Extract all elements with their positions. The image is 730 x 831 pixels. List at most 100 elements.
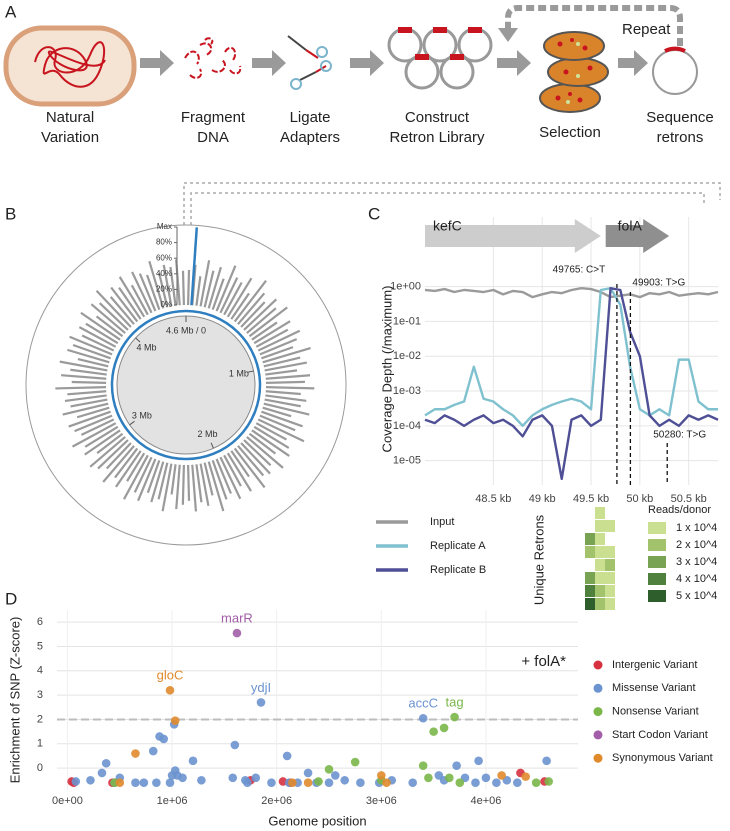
point: [330, 771, 340, 780]
point: [424, 773, 433, 783]
point-label: gloC: [157, 668, 184, 683]
coverage-spike: [248, 306, 288, 338]
coverage-spike: [248, 432, 277, 455]
y-tick-label: 1: [37, 738, 43, 750]
coverage-spike: [261, 346, 294, 360]
legend-label: Missense Variant: [612, 682, 696, 694]
legend-swatch: [593, 707, 603, 717]
coverage-spike: [191, 464, 198, 512]
point: [481, 773, 491, 783]
point: [178, 773, 187, 783]
coverage-spike: [90, 303, 126, 334]
point: [282, 751, 292, 761]
coverage-spike: [211, 460, 228, 500]
coverage-spike: [237, 292, 266, 325]
genome-tick: [129, 420, 135, 426]
y-tick-label: 3: [37, 689, 43, 701]
coverage-spike: [251, 321, 278, 341]
coverage-spike: [68, 410, 111, 428]
genome-tick: [210, 442, 214, 449]
coverage-spike: [240, 442, 271, 475]
coverage-spike: [109, 296, 135, 325]
point-label: accC: [408, 696, 438, 711]
legend-label: 4 x 10^4: [676, 573, 717, 585]
fragments-icon: [184, 37, 242, 79]
y-tick-label: 0: [37, 762, 43, 774]
genome-tick-label: 4 Mb: [137, 343, 157, 353]
coverage-spike: [89, 436, 126, 468]
x-tick-label: 0e+00: [52, 795, 83, 807]
radial-tick-label: 0%: [160, 300, 172, 309]
coverage-spike: [133, 456, 153, 493]
coverage-spike: [259, 338, 298, 356]
point: [340, 775, 350, 785]
retron-cell: [605, 559, 615, 571]
coverage-spike: [219, 277, 239, 314]
coverage-spike: [257, 418, 305, 443]
x-tick-label: 3e+06: [366, 795, 397, 807]
coverage-spike: [265, 369, 298, 376]
coverage-spike: [157, 462, 169, 500]
coverage-spike: [223, 281, 243, 316]
step-label: Adapters: [280, 129, 340, 146]
coverage-spike: [130, 284, 149, 316]
coverage-spike: [253, 425, 290, 449]
coverage-spike: [62, 402, 109, 416]
point: [288, 778, 297, 788]
point-label: tag: [446, 694, 464, 709]
point: [165, 685, 175, 695]
retron-cell: [595, 520, 605, 532]
step-label: Selection: [539, 124, 601, 141]
y-tick-label: 1e-05: [393, 455, 421, 467]
coverage-spike: [243, 298, 278, 331]
coverage-spike: [115, 450, 142, 488]
coverage-spike: [240, 301, 266, 328]
coverage-spike: [118, 286, 142, 320]
point: [377, 771, 386, 780]
point: [471, 778, 480, 788]
coverage-spike: [138, 273, 157, 312]
x-tick-label: 50 kb: [626, 493, 653, 505]
radial-tick-label: 80%: [156, 238, 172, 247]
genome-disk: [116, 315, 256, 455]
retron-cell: [595, 559, 605, 571]
point: [445, 773, 454, 783]
variant-label: 49765: C>T: [553, 265, 606, 276]
point: [256, 698, 266, 707]
coverage-spike: [67, 390, 107, 396]
point: [324, 765, 334, 774]
point-label: ydjI: [251, 680, 271, 695]
coverage-spike: [211, 278, 225, 310]
connector: [190, 192, 705, 225]
retrons-label: Unique Retrons: [531, 514, 546, 605]
coverage-spike: [55, 385, 107, 390]
point: [513, 778, 522, 788]
gene-label: folA: [618, 218, 643, 234]
genome-tick-label: 2 Mb: [198, 429, 218, 439]
coverage-spike: [207, 461, 225, 512]
y-tick-label: 1e-04: [393, 420, 421, 432]
coverage-spike: [110, 286, 139, 323]
coverage-spike: [146, 460, 161, 494]
point: [439, 723, 449, 733]
genome-tick: [135, 337, 141, 343]
point: [131, 749, 140, 758]
coverage-spike: [264, 398, 301, 408]
process-arrows: [140, 50, 648, 76]
point: [350, 757, 360, 767]
y-tick-label: 4: [37, 665, 43, 677]
coverage-spike: [169, 266, 177, 306]
point-label: marR: [221, 611, 253, 626]
coverage-spike: [126, 452, 146, 482]
legend-label: 2 x 10^4: [676, 539, 717, 551]
step-label: Fragment: [181, 109, 246, 126]
coverage-spike: [215, 458, 232, 494]
point: [267, 778, 276, 788]
coverage-spike: [84, 425, 119, 448]
legend-label: Replicate A: [430, 540, 486, 552]
x-tick-label: 48.5 kb: [475, 493, 511, 505]
coverage-spike: [264, 361, 308, 372]
coverage-spike: [77, 357, 109, 368]
retron-cell: [585, 585, 595, 597]
panel-label: B: [5, 204, 16, 223]
